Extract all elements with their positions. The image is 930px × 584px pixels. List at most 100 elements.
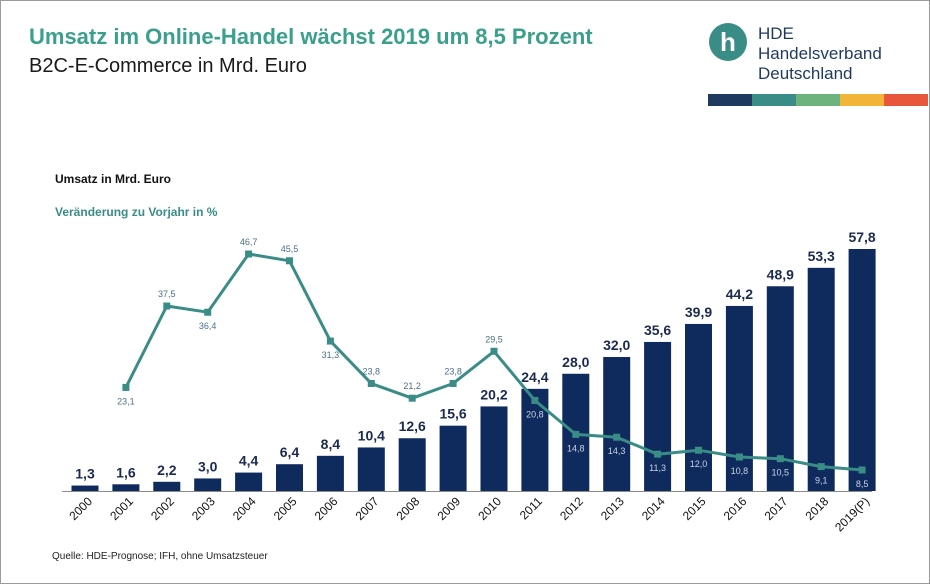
hde-logo: h HDE Handelsverband Deutschland: [708, 22, 928, 108]
bar-value-label: 4,4: [239, 453, 259, 469]
change-value-label: 11,3: [649, 463, 666, 473]
bar-value-label: 15,6: [439, 406, 466, 422]
bar: [276, 464, 303, 491]
bar-value-label: 57,8: [848, 229, 875, 245]
bar-value-label: 1,6: [116, 464, 136, 480]
change-value-label: 20,8: [526, 409, 544, 419]
bar-value-label: 24,4: [521, 369, 548, 385]
bar: [480, 406, 508, 491]
change-point: [817, 463, 825, 471]
bar: [194, 478, 222, 491]
x-tick-label: 2002: [148, 494, 177, 523]
logo-line-2: Handelsverband: [758, 44, 882, 63]
x-tick-label: 2013: [598, 494, 627, 523]
x-tick-label: 2001: [107, 494, 136, 523]
change-value-label: 37,5: [158, 289, 176, 299]
change-value-label: 10,5: [772, 468, 790, 478]
x-tick-label: 2012: [557, 494, 586, 523]
x-tick-label: 2004: [230, 494, 259, 523]
change-value-label: 21,2: [403, 381, 421, 391]
change-value-label: 14,8: [567, 443, 585, 453]
change-value-label: 29,5: [485, 334, 503, 344]
change-point: [490, 347, 498, 355]
x-tick-label: 2017: [762, 494, 791, 523]
bar-value-label: 35,6: [644, 322, 671, 338]
bar-value-label: 10,4: [358, 427, 385, 443]
bar: [603, 357, 631, 491]
change-point: [613, 433, 621, 441]
bar-value-label: 44,2: [726, 286, 753, 302]
bar: [398, 438, 426, 491]
change-point: [776, 455, 784, 463]
bar-value-label: 8,4: [321, 436, 341, 452]
change-point: [531, 396, 539, 404]
x-tick-label: 2015: [680, 494, 709, 523]
change-point: [326, 337, 334, 345]
change-point: [367, 379, 375, 387]
svg-text:h: h: [720, 27, 736, 57]
bar: [153, 481, 181, 491]
x-tick-label: 2009: [434, 494, 463, 523]
bar: [316, 455, 344, 491]
bar-value-label: 3,0: [198, 458, 218, 474]
logo-line-1: HDE: [758, 24, 794, 43]
x-tick-label: 2008: [394, 494, 423, 523]
bars-legend-label: Umsatz in Mrd. Euro: [55, 172, 172, 186]
x-tick-label: 2000: [66, 494, 95, 523]
bar-value-label: 2,2: [157, 462, 177, 478]
change-point: [408, 394, 416, 402]
change-value-label: 45,5: [281, 244, 299, 254]
x-tick-label: 2005: [271, 494, 300, 523]
bar: [848, 249, 876, 491]
logo-mark: h: [709, 23, 747, 61]
change-value-label: 46,7: [240, 237, 258, 247]
bar: [644, 341, 672, 491]
x-tick-label: 2014: [639, 494, 668, 523]
change-point: [204, 308, 212, 316]
change-point: [858, 466, 866, 474]
x-tick-label: 2016: [721, 494, 750, 523]
change-point: [245, 250, 253, 258]
change-value-label: 9,1: [815, 476, 828, 486]
bar: [357, 447, 385, 491]
change-value-label: 23,8: [363, 366, 381, 376]
change-point: [163, 302, 171, 310]
logo-line-3: Deutschland: [758, 64, 853, 83]
bar-value-label: 39,9: [685, 304, 712, 320]
change-value-label: 23,8: [444, 366, 462, 376]
logo-stripe: [752, 94, 796, 106]
x-tick-label: 2011: [517, 494, 545, 522]
logo-stripe: [884, 94, 928, 106]
logo-stripe: [840, 94, 884, 106]
bar: [521, 388, 549, 491]
change-point: [286, 257, 293, 265]
change-point: [572, 430, 580, 438]
change-value-label: 12,0: [690, 459, 708, 469]
bar: [112, 484, 140, 491]
x-tick-label: 2007: [353, 494, 382, 523]
source-note: Quelle: HDE-Prognose; IFH, ohne Umsatzst…: [52, 551, 268, 562]
x-tick-label: 2018: [803, 494, 832, 523]
logo-stripe: [708, 94, 752, 106]
logo-color-stripes: [708, 94, 928, 106]
logo-stripe: [796, 94, 840, 106]
bar-value-label: 12,6: [399, 418, 426, 434]
change-value-label: 8,5: [856, 479, 869, 489]
change-value-label: 23,1: [117, 396, 135, 406]
bar-value-label: 53,3: [808, 248, 835, 264]
bar: [439, 425, 467, 491]
bar: [685, 323, 712, 491]
change-point: [122, 383, 130, 391]
x-tick-label: 2010: [475, 494, 504, 523]
bar-value-label: 20,2: [480, 386, 507, 402]
change-point: [695, 446, 702, 454]
change-value-label: 10,8: [731, 466, 749, 476]
x-tick-label: 2003: [189, 494, 218, 523]
x-tick-label: 2006: [312, 494, 341, 523]
change-value-label: 36,4: [199, 321, 217, 331]
bar-value-label: 48,9: [767, 266, 794, 282]
change-point: [654, 450, 662, 458]
change-point: [449, 379, 457, 387]
bar-value-label: 28,0: [562, 354, 589, 370]
